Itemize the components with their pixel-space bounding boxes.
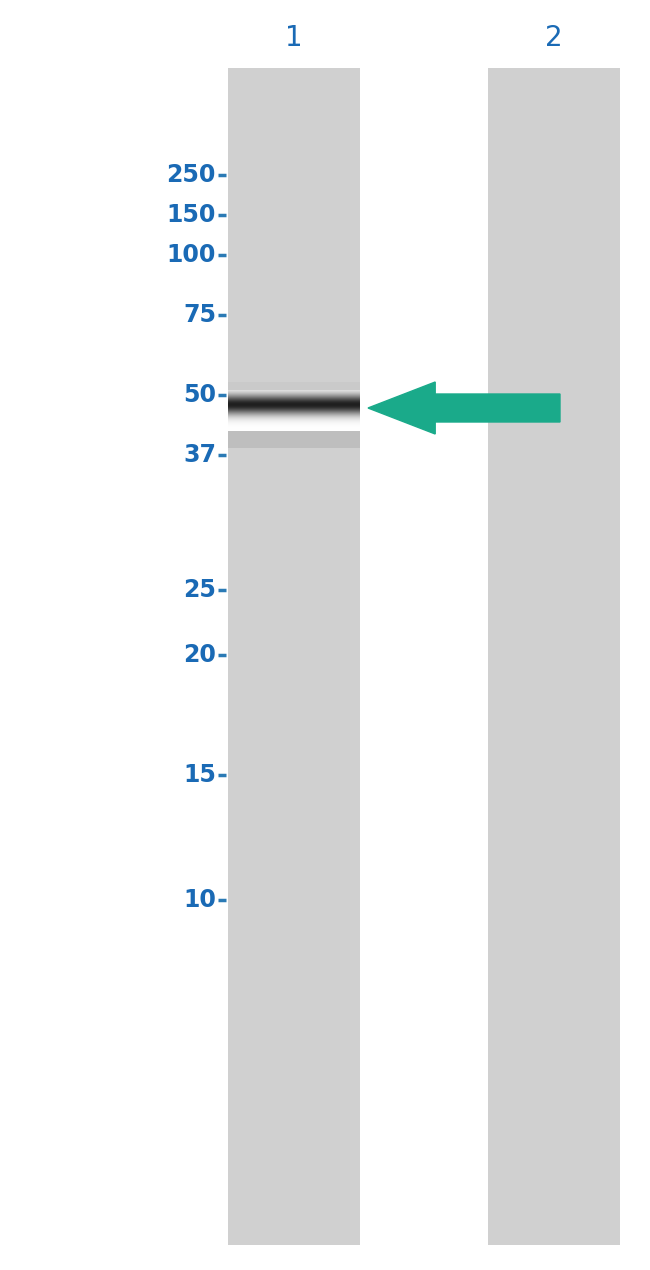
Text: 10: 10 [183,888,216,912]
Text: 50: 50 [183,384,216,406]
Bar [228,69,360,1245]
FancyArrow shape [368,382,560,434]
Text: 25: 25 [183,578,216,602]
Text: 75: 75 [183,304,216,326]
Bar [488,69,620,1245]
Text: 250: 250 [166,163,216,187]
Text: 1: 1 [285,24,303,52]
Bar [228,382,360,390]
Text: 15: 15 [183,763,216,787]
Text: 37: 37 [183,443,216,467]
Bar [228,431,360,448]
Text: 20: 20 [183,643,216,667]
Text: 100: 100 [166,243,216,267]
Text: 2: 2 [545,24,563,52]
Text: 150: 150 [166,203,216,227]
